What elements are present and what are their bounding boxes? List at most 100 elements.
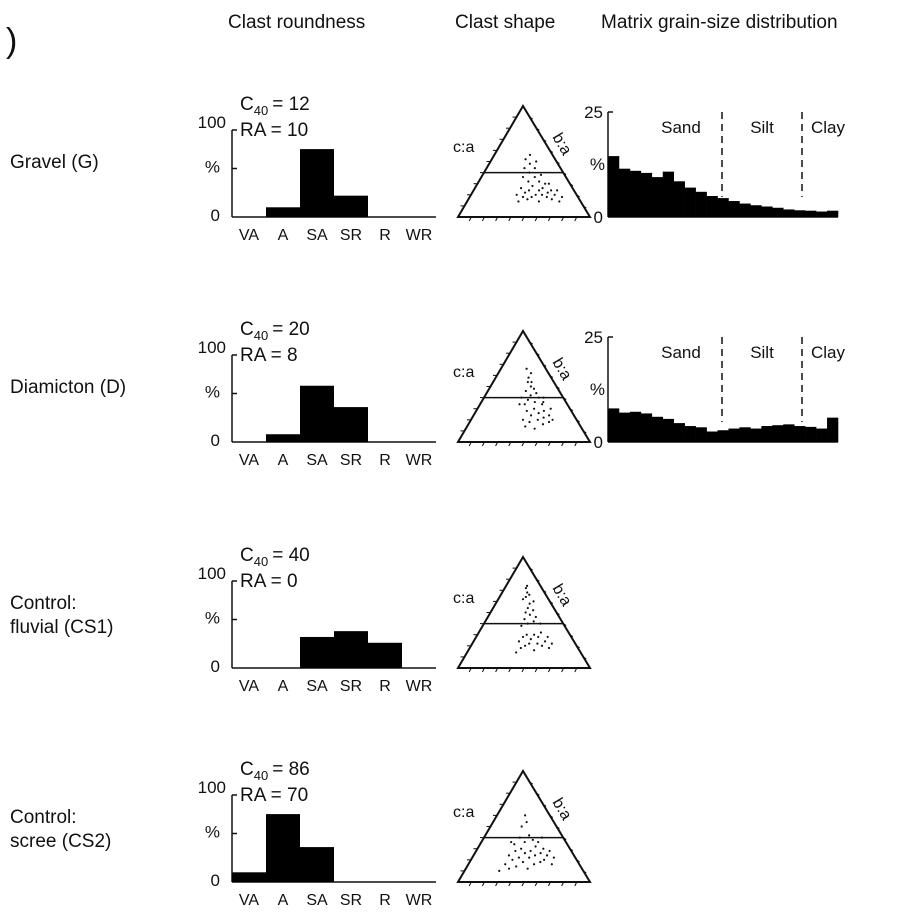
shape-tick	[534, 667, 538, 673]
roundness-tick-label: SA	[306, 227, 328, 244]
shape-tick	[574, 441, 578, 447]
c40-value: = 86	[272, 759, 310, 780]
grain-zone-label: Clay	[811, 343, 846, 362]
shape-tick	[583, 430, 587, 434]
grain-bar	[684, 187, 696, 217]
shape-tick	[569, 183, 574, 187]
shape-tick	[549, 149, 554, 153]
roundness-tick-label: A	[278, 452, 289, 469]
shape-point	[531, 838, 534, 841]
grain-ylabel: %	[590, 380, 605, 399]
shape-point	[533, 854, 537, 857]
roundness-ymin-label: 0	[211, 871, 220, 890]
shape-point	[532, 649, 536, 652]
shape-tick	[534, 216, 538, 222]
shape-tick	[562, 837, 567, 841]
grain-bar	[629, 170, 642, 217]
roundness-tick-label: SR	[340, 678, 362, 695]
shape-point	[533, 175, 536, 179]
roundness-tick-label: R	[379, 452, 391, 469]
grain-bar	[794, 426, 806, 442]
shape-point	[529, 385, 533, 388]
grain-bar	[673, 423, 685, 442]
shape-point	[547, 420, 551, 424]
grain-bar	[761, 426, 773, 442]
shape-tick	[521, 216, 525, 222]
grain-zone-label: Sand	[661, 118, 701, 137]
shape-point	[524, 425, 527, 428]
grain-bar	[805, 210, 817, 217]
shape-point	[527, 180, 530, 183]
shape-point	[532, 387, 536, 390]
grain-bar	[706, 196, 718, 217]
shape-point	[528, 856, 531, 859]
shape-tick	[542, 363, 547, 367]
sample-label: Control:	[10, 807, 77, 828]
shape-tick	[556, 386, 560, 389]
roundness-tick-label: SA	[306, 892, 328, 909]
shape-point	[540, 836, 544, 839]
shape-point	[532, 407, 536, 410]
shape-point	[517, 200, 520, 203]
sample-row: Diamicton (D) C40 = 20 RA = 8 100% 0 VA A SA SR R W…	[10, 319, 846, 469]
shape-point	[538, 180, 541, 183]
shape-tick	[495, 667, 499, 673]
shape-label-ca: c:a	[453, 139, 474, 156]
shape-tick	[569, 848, 574, 852]
roundness-ymax-label: 100	[198, 338, 226, 357]
shape-tick	[536, 578, 540, 582]
shape-point	[532, 633, 536, 636]
shape-tick	[583, 205, 587, 209]
shape-point	[537, 412, 540, 415]
shape-point	[525, 820, 528, 824]
grain-bar	[651, 177, 664, 217]
roundness-tick-label: SR	[340, 227, 362, 244]
shape-tick	[547, 881, 551, 887]
shape-label-ca: c:a	[453, 804, 474, 821]
shape-point	[523, 618, 526, 621]
shape-point	[534, 193, 537, 196]
roundness-tick-label: VA	[239, 452, 259, 469]
shape-point	[537, 189, 541, 192]
shape-tick	[529, 567, 533, 571]
shape-tick	[536, 127, 540, 131]
shape-point	[560, 195, 564, 199]
shape-point	[541, 423, 545, 426]
shape-point	[542, 416, 545, 419]
shape-point	[536, 418, 539, 421]
shape-point	[540, 644, 544, 647]
roundness-ymax-label: 100	[198, 564, 226, 583]
shape-tick	[569, 408, 574, 412]
shape-point	[539, 852, 542, 855]
roundness-ymax-label: 100	[198, 778, 226, 797]
shape-point	[543, 640, 547, 643]
shape-point	[533, 427, 536, 430]
roundness-ymax-label: 100	[198, 113, 226, 132]
roundness-tick-label: R	[379, 892, 391, 909]
shape-tick	[549, 600, 554, 604]
shape-point	[545, 854, 549, 857]
shape-tick	[556, 161, 560, 164]
shape-tick	[495, 216, 499, 222]
shape-tick	[534, 441, 538, 447]
grain-bar	[794, 210, 806, 217]
roundness-ymin-label: 0	[211, 206, 220, 225]
grain-bar	[739, 203, 751, 217]
roundness-tick-label: A	[278, 227, 289, 244]
shape-tick	[562, 172, 567, 176]
ra-label: RA = 0	[240, 571, 298, 592]
shape-tick	[481, 216, 485, 222]
shape-point	[521, 860, 525, 864]
shape-tick	[549, 374, 554, 378]
grain-zone-label: Silt	[750, 118, 774, 137]
c40-label: C40 = 86	[240, 759, 310, 783]
c40-value: = 20	[272, 319, 310, 340]
shape-point	[520, 624, 523, 627]
grain-bar	[618, 412, 631, 442]
c40-label: C40 = 40	[240, 545, 310, 569]
shape-point	[523, 403, 526, 406]
shape-point	[515, 865, 518, 868]
grain-bar	[640, 413, 653, 442]
shape-point	[533, 167, 536, 170]
shape-tick	[562, 623, 567, 627]
